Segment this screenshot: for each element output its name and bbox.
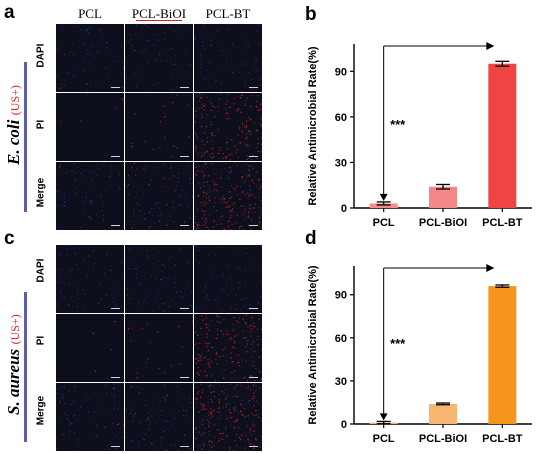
species-name-top: E. coli xyxy=(4,119,23,165)
chart-b: Relative Antimicrobial Rate(%) 0 30 60 90 PCL… xyxy=(307,42,532,229)
scale-bar xyxy=(180,156,189,157)
y-tick-label: 60 xyxy=(335,112,347,124)
scale-bar xyxy=(249,156,258,157)
bar-pcl xyxy=(369,203,398,208)
row-header-merge-top: Merge xyxy=(35,177,47,208)
scale-bar xyxy=(111,446,120,447)
bar-pcl-bt xyxy=(488,63,517,209)
column-header-underline xyxy=(136,20,182,21)
y-tick-label: 0 xyxy=(341,203,347,215)
panel-letter-c: c xyxy=(4,228,15,249)
y-tick-label: 90 xyxy=(335,290,347,302)
scale-bar xyxy=(180,225,189,226)
micrograph-pi-pcl-bioi-ecoli xyxy=(125,93,193,161)
micrograph-merge-pcl-bt-saureus xyxy=(194,383,262,451)
scale-bar xyxy=(249,446,258,447)
row-header-dapi-top: DAPI xyxy=(35,43,47,68)
condition-label-top: (US+) xyxy=(8,85,22,116)
micrograph-merge-pcl-bioi-ecoli xyxy=(125,162,193,230)
scale-bar xyxy=(111,377,120,378)
x-tick-label: PCL-BT xyxy=(482,433,523,445)
bar-pcl-bt xyxy=(488,286,517,424)
scale-bar xyxy=(180,87,189,88)
micrograph-pi-pcl-ecoli xyxy=(56,93,124,161)
column-header-pcl: PCL xyxy=(78,6,102,21)
species-label-top: E. coli (US+) xyxy=(4,85,24,165)
x-tick-label: PCL xyxy=(373,433,395,445)
column-header-pcl-bt: PCL-BT xyxy=(205,6,251,21)
y-tick-label: 60 xyxy=(335,333,347,345)
scale-bar xyxy=(111,225,120,226)
scale-bar xyxy=(111,87,120,88)
x-tick-label: PCL-BT xyxy=(482,217,523,229)
row-header-merge-bottom: Merge xyxy=(35,395,47,426)
scale-bar xyxy=(180,377,189,378)
micrograph-pi-pcl-bt-ecoli xyxy=(194,93,262,161)
x-tick-label: PCL-BiOI xyxy=(419,433,467,445)
micrograph-dapi-pcl-bioi-saureus xyxy=(125,245,193,313)
row-header-dapi-bottom: DAPI xyxy=(35,258,47,283)
scale-bar xyxy=(111,156,120,157)
species-label-bottom: S. aureus (US+) xyxy=(4,314,24,415)
species-bar-bottom xyxy=(24,292,27,442)
significance-marker: *** xyxy=(390,117,406,132)
scale-bar xyxy=(249,377,258,378)
micrograph-pi-pcl-bioi-saureus xyxy=(125,314,193,382)
condition-label-bottom: (US+) xyxy=(8,314,22,345)
panel-letter-a: a xyxy=(4,2,15,23)
y-tick-label: 90 xyxy=(335,66,347,78)
panel-letter-b: b xyxy=(305,4,317,25)
micrograph-pi-pcl-bt-saureus xyxy=(194,314,262,382)
chart-d: Relative Antimicrobial Rate(%) 0 30 60 90 PCL… xyxy=(307,264,532,445)
column-header-pcl-bioi: PCL-BiOI xyxy=(131,6,187,21)
x-tick-label: PCL xyxy=(373,217,395,229)
significance-marker: *** xyxy=(390,336,406,351)
scale-bar xyxy=(249,225,258,226)
micrograph-merge-pcl-saureus xyxy=(56,383,124,451)
bar-pcl-bioi xyxy=(429,403,457,424)
micrograph-dapi-pcl-bt-ecoli xyxy=(194,24,262,92)
species-name-bottom: S. aureus xyxy=(4,348,23,415)
micrograph-merge-pcl-bt-ecoli xyxy=(194,162,262,230)
micrograph-dapi-pcl-ecoli xyxy=(56,24,124,92)
scale-bar xyxy=(249,308,258,309)
micrograph-merge-pcl-bioi-saureus xyxy=(125,383,193,451)
micrograph-pi-pcl-saureus xyxy=(56,314,124,382)
row-header-pi-top: PI xyxy=(35,119,47,130)
y-axis-label: Relative Antimicrobial Rate(%) xyxy=(307,46,319,205)
panel-letter-d: d xyxy=(305,228,317,249)
scale-bar xyxy=(249,87,258,88)
y-tick-label: 30 xyxy=(335,157,347,169)
row-header-pi-bottom: PI xyxy=(35,335,47,346)
scale-bar xyxy=(180,446,189,447)
scale-bar xyxy=(180,308,189,309)
species-bar-top xyxy=(24,62,27,212)
y-axis-label: Relative Antimicrobial Rate(%) xyxy=(307,265,319,424)
y-tick-label: 0 xyxy=(341,419,347,431)
scale-bar xyxy=(111,308,120,309)
x-tick-label: PCL-BiOI xyxy=(419,217,467,229)
arrowhead-down xyxy=(379,413,388,421)
y-tick-label: 30 xyxy=(335,376,347,388)
arrowhead-right xyxy=(486,264,495,272)
arrowhead-right xyxy=(486,42,495,50)
micrograph-dapi-pcl-bt-saureus xyxy=(194,245,262,313)
micrograph-dapi-pcl-saureus xyxy=(56,245,124,313)
micrograph-dapi-pcl-bioi-ecoli xyxy=(125,24,193,92)
micrograph-merge-pcl-ecoli xyxy=(56,162,124,230)
bar-pcl-bioi xyxy=(429,186,457,208)
arrowhead-down xyxy=(379,193,388,201)
